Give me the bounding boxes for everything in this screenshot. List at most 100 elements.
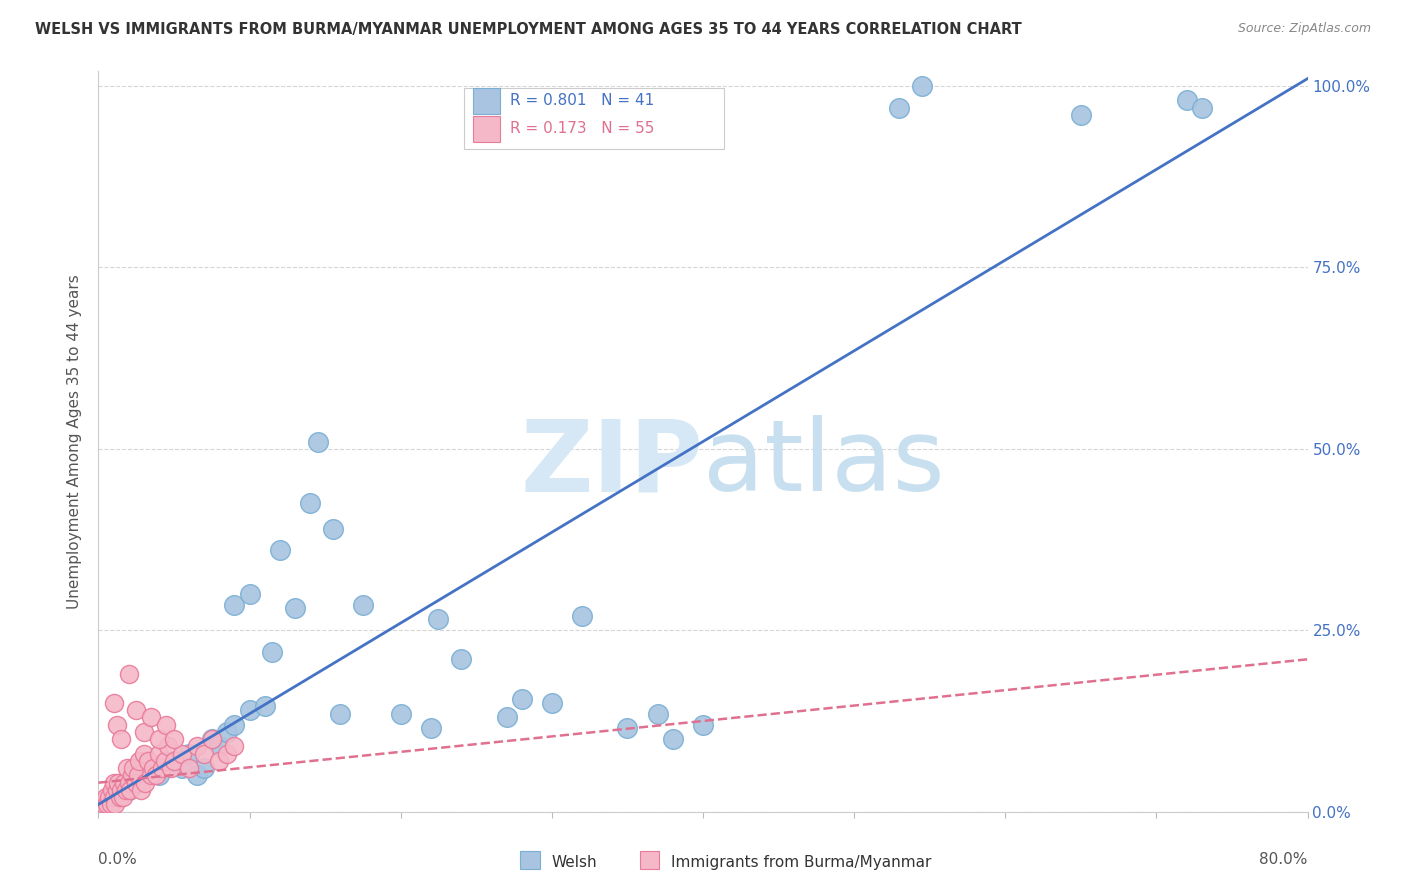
Point	[224, 739, 246, 754]
Point	[100, 797, 122, 812]
Point	[170, 747, 193, 761]
Point	[269, 543, 291, 558]
Point	[692, 717, 714, 731]
Point	[571, 608, 593, 623]
Point	[98, 790, 121, 805]
Point	[193, 747, 215, 761]
Point	[299, 496, 322, 510]
Point	[93, 797, 115, 812]
Point	[104, 797, 127, 812]
Text: R = 0.173   N = 55: R = 0.173 N = 55	[509, 121, 654, 136]
Point	[208, 754, 231, 768]
Point	[450, 652, 472, 666]
Point	[239, 587, 262, 601]
Point	[186, 739, 208, 754]
Bar	[474, 87, 501, 113]
Point	[427, 612, 450, 626]
Point	[647, 706, 669, 721]
Text: atlas: atlas	[703, 416, 945, 512]
Text: WELSH VS IMMIGRANTS FROM BURMA/MYANMAR UNEMPLOYMENT AMONG AGES 35 TO 44 YEARS CO: WELSH VS IMMIGRANTS FROM BURMA/MYANMAR U…	[35, 22, 1022, 37]
Point	[661, 732, 683, 747]
Point	[148, 732, 170, 747]
Point	[118, 666, 141, 681]
Text: ZIP: ZIP	[520, 416, 703, 512]
Point	[141, 710, 163, 724]
Point	[239, 703, 262, 717]
Point	[215, 724, 238, 739]
Point	[911, 78, 934, 93]
Point	[201, 732, 224, 747]
Point	[148, 768, 170, 782]
Point	[307, 434, 329, 449]
Point	[129, 783, 152, 797]
Point	[156, 739, 179, 754]
Point	[163, 754, 186, 768]
Point	[120, 783, 142, 797]
Point	[284, 601, 307, 615]
Point	[1191, 101, 1213, 115]
Point	[103, 790, 125, 805]
Bar	[464, 88, 724, 149]
Point	[208, 739, 231, 754]
Point	[125, 775, 148, 789]
Point	[179, 761, 201, 775]
Point	[329, 706, 352, 721]
Point	[105, 783, 128, 797]
Text: 80.0%: 80.0%	[1260, 853, 1308, 867]
Text: R = 0.801   N = 41: R = 0.801 N = 41	[509, 93, 654, 108]
Point	[127, 768, 149, 782]
Point	[163, 732, 186, 747]
Point	[495, 710, 517, 724]
Text: Welsh: Welsh	[551, 855, 596, 870]
Point	[110, 783, 132, 797]
Point	[262, 645, 284, 659]
Point	[115, 761, 138, 775]
Point	[170, 761, 193, 775]
Point	[1175, 94, 1198, 108]
Point	[540, 696, 562, 710]
Point	[160, 761, 183, 775]
Point	[889, 101, 911, 115]
Point	[125, 703, 148, 717]
Point	[352, 598, 374, 612]
Point	[420, 721, 443, 735]
Point	[253, 699, 276, 714]
Point	[179, 747, 201, 761]
Point	[616, 721, 638, 735]
Point	[132, 724, 155, 739]
Point	[193, 761, 215, 775]
Text: Source: ZipAtlas.com: Source: ZipAtlas.com	[1237, 22, 1371, 36]
Point	[201, 732, 224, 747]
Point	[224, 717, 246, 731]
Bar	[474, 116, 501, 142]
Text: 0.0%: 0.0%	[98, 853, 138, 867]
Point	[118, 783, 141, 797]
Point	[148, 747, 170, 761]
Point	[322, 522, 344, 536]
Point	[94, 790, 117, 805]
Point	[125, 775, 148, 789]
Point	[118, 775, 141, 789]
Point	[510, 692, 533, 706]
Point	[122, 761, 145, 775]
Point	[108, 790, 131, 805]
Point	[101, 783, 124, 797]
Point	[103, 696, 125, 710]
Point	[1070, 108, 1092, 122]
Point	[389, 706, 412, 721]
Point	[110, 732, 132, 747]
Point	[103, 775, 125, 789]
Point	[136, 754, 159, 768]
Text: Immigrants from Burma/Myanmar: Immigrants from Burma/Myanmar	[671, 855, 931, 870]
Point	[105, 717, 128, 731]
Point	[224, 598, 246, 612]
Point	[142, 761, 165, 775]
Point	[96, 797, 118, 812]
Point	[153, 754, 176, 768]
Point	[186, 768, 208, 782]
Point	[163, 754, 186, 768]
Point	[114, 783, 136, 797]
Point	[141, 768, 163, 782]
Point	[112, 775, 135, 789]
Point	[215, 747, 238, 761]
